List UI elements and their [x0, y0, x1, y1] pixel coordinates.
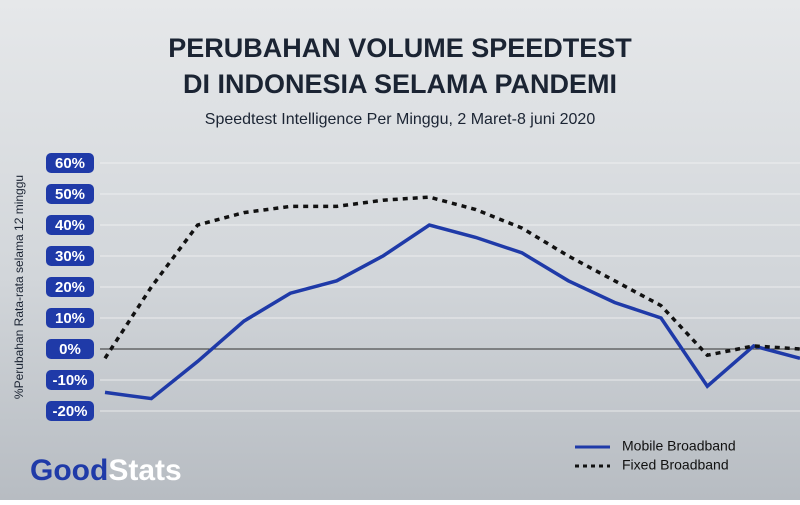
y-tick-box [46, 246, 94, 266]
y-tick-box [46, 153, 94, 173]
brand-part: Stats [108, 454, 181, 487]
legend-label: Fixed Broadband [622, 457, 729, 473]
chart-title: DI INDONESIA SELAMA PANDEMI [183, 69, 617, 99]
brand-part: Good [30, 454, 108, 487]
brand: GoodStats [30, 454, 182, 487]
y-tick-label: 0% [59, 341, 81, 358]
legend-label: Mobile Broadband [622, 438, 736, 454]
y-axis-label: %Perubahan Rata-rata selama 12 minggu [12, 175, 26, 399]
y-tick-label: 30% [55, 248, 85, 265]
chart-subtitle: Speedtest Intelligence Per Minggu, 2 Mar… [205, 111, 596, 128]
y-tick-box [46, 339, 94, 359]
y-tick-label: 60% [55, 155, 85, 172]
y-tick-label: 50% [55, 186, 85, 203]
y-tick-box [46, 184, 94, 204]
y-tick-box [46, 277, 94, 297]
series-line [104, 223, 800, 401]
y-tick-box [46, 308, 94, 328]
y-tick-box [46, 215, 94, 235]
series-line [103, 195, 800, 360]
y-tick-box [46, 370, 94, 390]
y-tick-box [46, 401, 94, 421]
y-tick-label: -20% [52, 403, 87, 420]
y-tick-label: 20% [55, 279, 85, 296]
chart-title: PERUBAHAN VOLUME SPEEDTEST [168, 33, 632, 63]
y-tick-label: -10% [52, 372, 87, 389]
y-tick-label: 10% [55, 310, 85, 327]
y-tick-label: 40% [55, 217, 85, 234]
